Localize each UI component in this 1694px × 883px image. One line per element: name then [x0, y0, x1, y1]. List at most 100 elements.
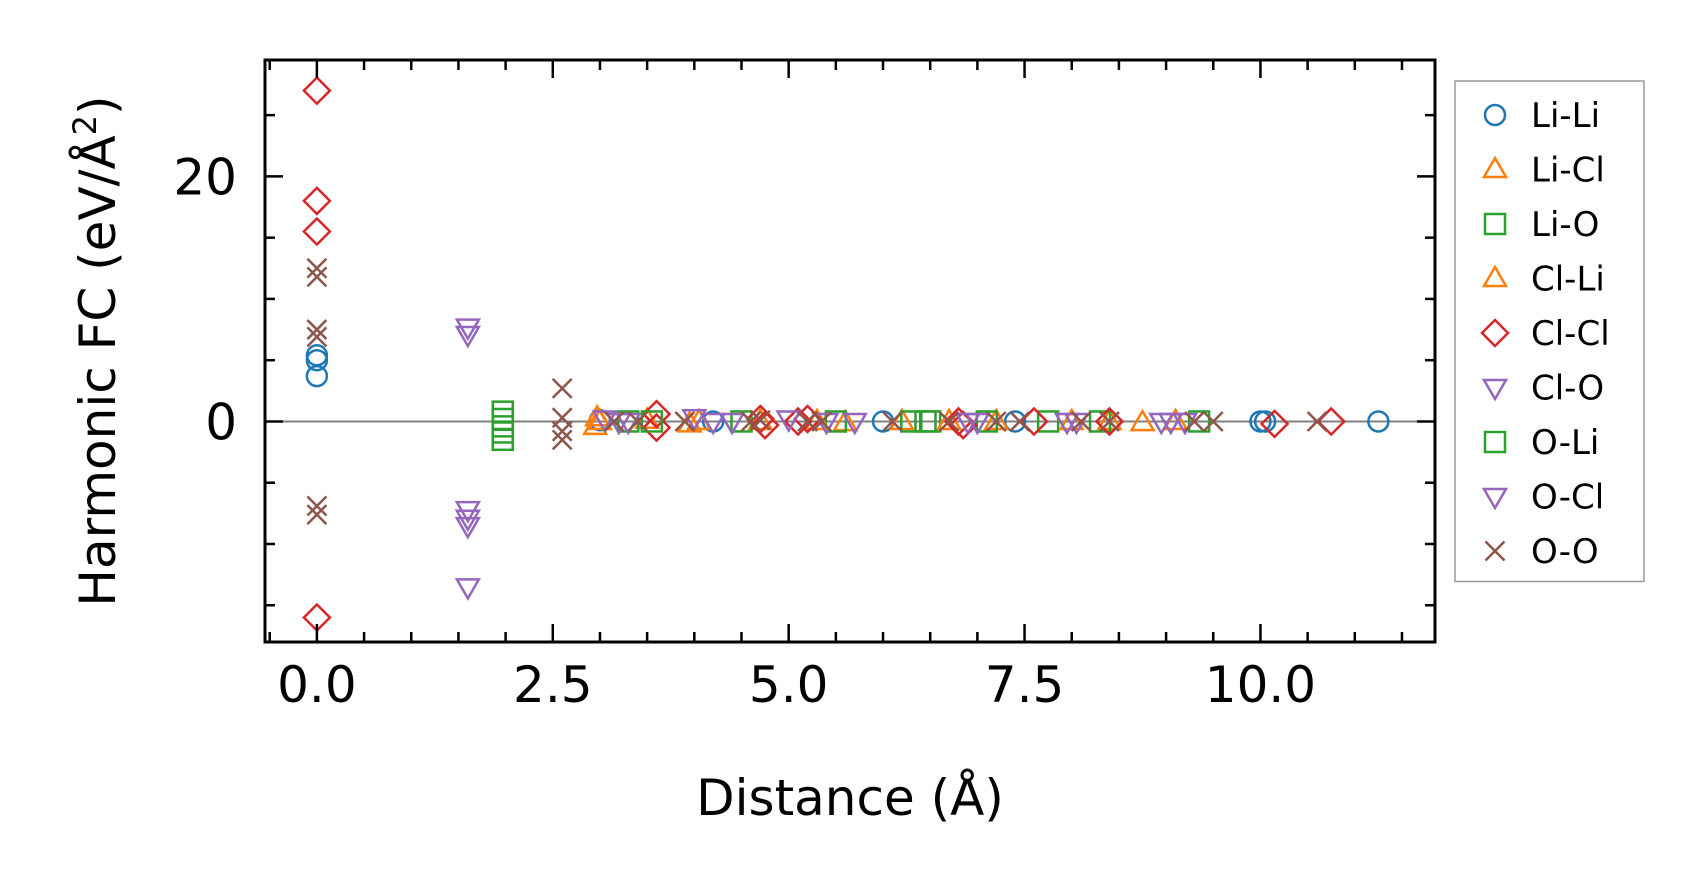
data-point — [302, 216, 332, 247]
data-point — [681, 409, 708, 432]
legend-marker — [1483, 430, 1507, 454]
legend-marker — [1484, 540, 1506, 562]
data-point — [1367, 410, 1390, 433]
series-cl-o — [454, 318, 1199, 601]
data-point — [627, 411, 649, 432]
plot-frame — [263, 58, 1437, 644]
data-point — [749, 409, 771, 431]
legend-marker — [1481, 378, 1509, 402]
data-point — [306, 495, 328, 517]
legend-label: Li-Cl — [1531, 151, 1605, 191]
data-point — [454, 578, 482, 601]
data-point — [948, 410, 978, 440]
data-point — [1036, 410, 1060, 433]
data-point — [491, 400, 515, 423]
data-point — [306, 257, 328, 279]
legend-marker — [1483, 212, 1507, 236]
data-point — [740, 411, 762, 432]
data-point — [775, 410, 802, 433]
data-point — [1070, 411, 1092, 432]
x-tick-label: 5.0 — [749, 656, 829, 714]
legend-label: Cl-O — [1531, 369, 1604, 409]
tick-labels: 0.0 2.5 5.0 7.5 10.0 0 20 — [173, 148, 1316, 714]
legend-marker — [1483, 103, 1507, 127]
data-point — [1202, 411, 1224, 432]
data-point — [1129, 408, 1156, 432]
data-point — [454, 318, 482, 342]
data-point — [306, 319, 328, 340]
data-point — [674, 411, 696, 432]
data-point — [750, 410, 780, 440]
legend-label: Cl-Cl — [1531, 314, 1610, 354]
data-point — [586, 407, 614, 431]
data-point — [454, 325, 482, 349]
y-tick-label: 20 — [173, 148, 237, 206]
legend-marker — [1481, 264, 1509, 288]
data-point — [900, 410, 923, 433]
data-point — [491, 415, 515, 438]
data-point — [302, 186, 332, 216]
legend-marker — [1481, 155, 1509, 179]
y-axis-label-superscript: 2 — [66, 115, 104, 135]
data-point — [938, 411, 960, 432]
data-point — [914, 410, 937, 433]
data-point — [305, 344, 329, 367]
data-point — [824, 410, 848, 433]
data-point — [1171, 412, 1199, 436]
y-axis-label-main: Harmonic FC (eV/Å — [69, 135, 127, 606]
data-point — [491, 428, 515, 452]
data-point — [1058, 407, 1085, 431]
data-point — [591, 410, 618, 433]
data-point — [1003, 410, 1027, 433]
legend-label: Li-O — [1531, 205, 1599, 245]
data-point — [306, 326, 328, 348]
data-point — [641, 412, 672, 443]
data-point — [306, 266, 328, 288]
data-point — [882, 411, 903, 432]
x-tick-label: 10.0 — [1205, 656, 1316, 714]
data-points — [302, 75, 1390, 633]
x-tick-label: 7.5 — [985, 656, 1065, 714]
data-point — [1009, 411, 1031, 432]
data-point — [985, 411, 1007, 432]
data-point — [551, 420, 573, 442]
legend-label: Cl-Li — [1531, 260, 1605, 300]
data-point — [1094, 406, 1125, 437]
data-point — [1259, 409, 1290, 439]
data-point — [718, 412, 746, 436]
data-point — [306, 504, 328, 525]
x-axis-label: Distance (Å) — [696, 769, 1004, 827]
data-point — [551, 429, 573, 451]
series-o-o — [306, 257, 1328, 525]
data-point — [551, 377, 573, 399]
data-point — [603, 411, 625, 432]
legend-label: O-O — [1531, 532, 1599, 572]
y-tick-label: 0 — [205, 393, 237, 451]
legend: Li-Li Li-Cl Li-O Cl-Li Cl-Cl Cl-O O-Li O-Cl O-O — [1454, 80, 1645, 583]
data-point — [700, 412, 727, 436]
data-point — [641, 399, 672, 429]
data-point — [1099, 411, 1120, 432]
data-point — [954, 412, 982, 436]
data-point — [811, 411, 833, 432]
data-point — [747, 407, 774, 431]
legend-marker — [1481, 487, 1509, 511]
data-point — [454, 516, 482, 540]
series-o-li — [640, 410, 937, 433]
data-point — [491, 421, 515, 444]
data-point — [1253, 410, 1277, 433]
y-axis-label-close: ) — [69, 95, 127, 115]
data-point — [1187, 410, 1211, 433]
legend-marker — [1480, 318, 1510, 348]
legend-label: Li-Li — [1531, 96, 1600, 136]
data-point — [302, 75, 332, 106]
series-cl-cl — [302, 75, 1346, 633]
data-point — [1306, 411, 1328, 432]
data-point — [1184, 411, 1205, 432]
data-point — [841, 412, 868, 436]
data-point — [491, 407, 515, 431]
legend-label: O-Cl — [1531, 478, 1604, 518]
legend-box — [1454, 80, 1645, 583]
x-tick-label: 2.5 — [513, 656, 593, 714]
